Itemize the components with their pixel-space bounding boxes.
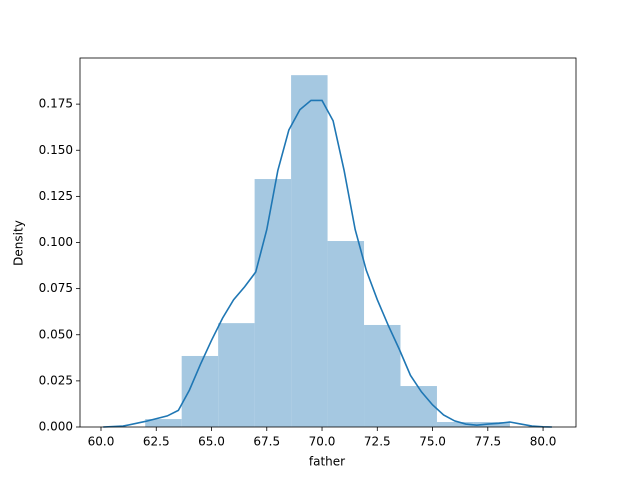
x-tick-label: 72.5 (364, 435, 391, 449)
x-tick-label: 70.0 (309, 435, 336, 449)
y-axis-label: Density (12, 220, 26, 266)
histogram-bar (400, 386, 437, 427)
x-tick-label: 60.0 (88, 435, 115, 449)
x-tick-label: 75.0 (419, 435, 446, 449)
histogram-bar (254, 179, 292, 427)
histogram-bar (327, 241, 365, 427)
x-tick-label: 67.5 (253, 435, 280, 449)
kde-line (103, 99, 552, 428)
y-tick-label: 0.075 (39, 281, 73, 295)
x-axis-label: father (309, 455, 345, 469)
y-tick-label: 0.100 (39, 235, 73, 249)
histogram-bar (364, 324, 401, 427)
histogram-bar (291, 75, 328, 427)
x-tick-label: 80.0 (530, 435, 557, 449)
histogram-bar (218, 323, 255, 427)
y-tick-label: 0.175 (39, 97, 73, 111)
x-tick-label: 65.0 (198, 435, 225, 449)
y-tick-label: 0.125 (39, 189, 73, 203)
y-tick-label: 0.050 (39, 327, 73, 341)
x-tick-label: 77.5 (474, 435, 501, 449)
y-tick-label: 0.150 (39, 143, 73, 157)
x-tick-label: 62.5 (143, 435, 170, 449)
y-tick-label: 0.000 (39, 420, 73, 434)
histogram-bar (436, 422, 474, 427)
y-tick-label: 0.025 (39, 373, 73, 387)
histogram-bar (145, 419, 182, 427)
